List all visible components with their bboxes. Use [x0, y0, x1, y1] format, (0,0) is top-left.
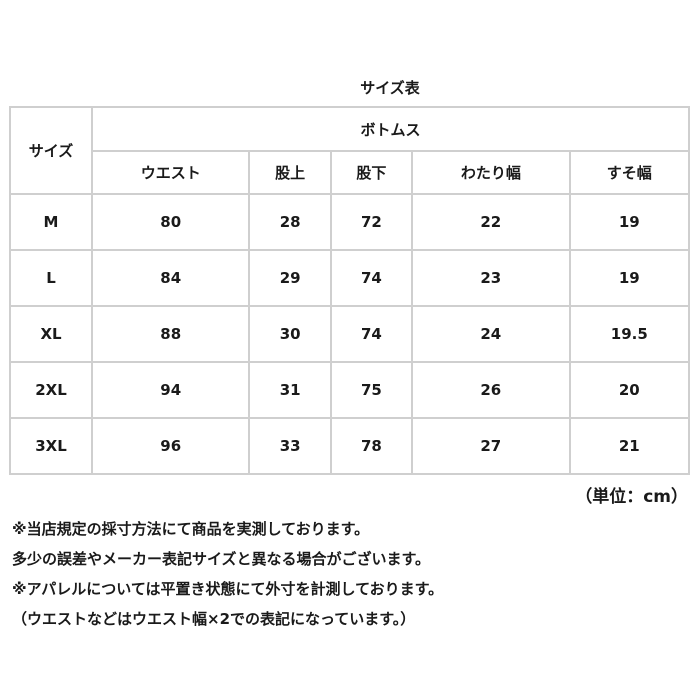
- table-row: 2XL 94 31 75 26 20: [9, 361, 691, 419]
- value-cell: 74: [329, 305, 414, 363]
- value-cell: 29: [248, 249, 332, 307]
- value-cell: 84: [90, 249, 251, 307]
- column-header: 股下: [329, 150, 414, 195]
- size-cell: XL: [9, 305, 93, 363]
- value-cell: 19.5: [568, 305, 691, 363]
- group-header: ボトムス: [91, 106, 690, 152]
- value-cell: 27: [411, 417, 571, 475]
- note-line: 多少の誤差やメーカー表記サイズと異なる場合がございます。: [12, 550, 431, 568]
- size-cell: M: [9, 193, 93, 251]
- table-row: L 84 29 74 23 19: [9, 249, 691, 307]
- column-header: すそ幅: [568, 150, 691, 195]
- value-cell: 30: [248, 305, 332, 363]
- size-header: サイズ: [9, 106, 93, 195]
- value-cell: 28: [248, 193, 332, 251]
- value-cell: 96: [90, 417, 251, 475]
- unit-label: （単位：cm）: [575, 487, 688, 507]
- value-cell: 94: [90, 361, 251, 419]
- value-cell: 72: [329, 193, 414, 251]
- value-cell: 19: [568, 193, 691, 251]
- note-line: （ウエストなどはウエスト幅×2での表記になっています。）: [12, 610, 416, 628]
- chart-title: サイズ表: [360, 79, 420, 97]
- column-header: 股上: [248, 150, 332, 195]
- notes: ※当店規定の採寸方法にて商品を実測しております。 多少の誤差やメーカー表記サイズ…: [12, 514, 443, 634]
- value-cell: 33: [248, 417, 332, 475]
- value-cell: 78: [329, 417, 414, 475]
- value-cell: 23: [411, 249, 571, 307]
- value-cell: 20: [568, 361, 691, 419]
- value-cell: 75: [329, 361, 414, 419]
- column-header: ウエスト: [90, 150, 251, 195]
- value-cell: 24: [411, 305, 571, 363]
- value-cell: 31: [248, 361, 332, 419]
- size-table: サイズ ボトムス ウエスト 股上 股下 わたり幅 すそ幅 M 80 28 72 22 19 L 84 2…: [9, 106, 691, 475]
- size-cell: L: [9, 249, 93, 307]
- value-cell: 88: [90, 305, 251, 363]
- note-line: ※アパレルについては平置き状態にて外寸を計測しております。: [12, 580, 444, 598]
- value-cell: 26: [411, 361, 571, 419]
- value-cell: 74: [329, 249, 414, 307]
- table-row: M 80 28 72 22 19: [9, 193, 691, 251]
- column-header: わたり幅: [411, 150, 571, 195]
- note-line: ※当店規定の採寸方法にて商品を実測しております。: [12, 520, 370, 538]
- table-row: XL 88 30 74 24 19.5: [9, 305, 691, 363]
- size-cell: 3XL: [9, 417, 93, 475]
- value-cell: 19: [568, 249, 691, 307]
- table-row: 3XL 96 33 78 27 21: [9, 417, 691, 475]
- value-cell: 21: [568, 417, 691, 475]
- value-cell: 80: [90, 193, 251, 251]
- value-cell: 22: [411, 193, 571, 251]
- size-cell: 2XL: [9, 361, 93, 419]
